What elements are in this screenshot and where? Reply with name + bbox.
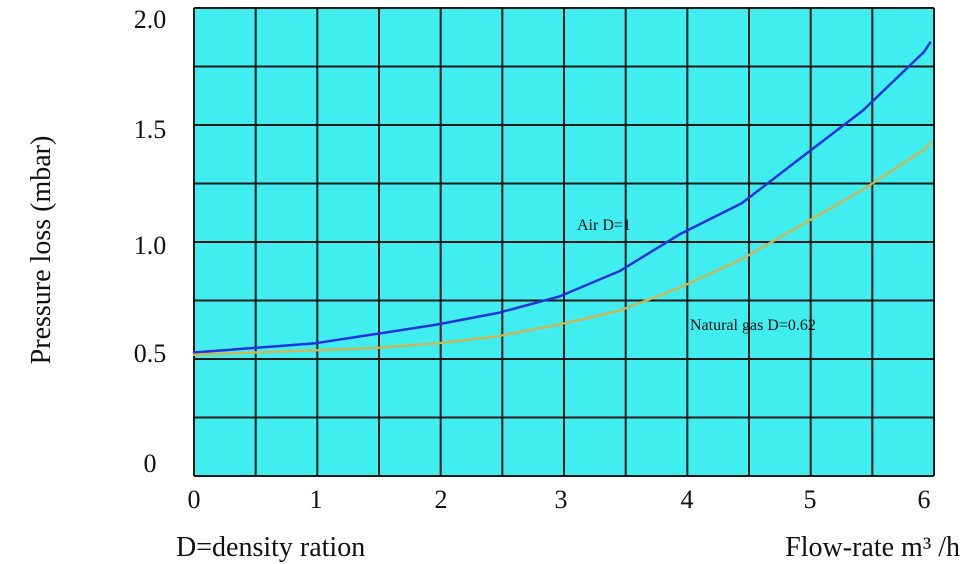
y-axis-label: Pressure loss (mbar) xyxy=(26,136,57,365)
y-tick-labels: 0 0.5 1.0 1.5 2.0 xyxy=(134,5,167,478)
series-lines xyxy=(192,41,932,357)
density-footnote: D=density ration xyxy=(176,532,365,563)
x-tick-label: 5 xyxy=(804,485,817,514)
grid xyxy=(193,7,935,477)
y-tick-label: 2.0 xyxy=(134,5,167,34)
x-tick-label: 3 xyxy=(555,485,568,514)
y-tick-label: 1.5 xyxy=(134,115,167,144)
annotation-natural-gas: Natural gas D=0.62 xyxy=(690,317,816,334)
y-tick-label: 1.0 xyxy=(134,231,167,260)
x-axis-label: Flow-rate m³ /h xyxy=(785,532,960,563)
x-tick-label: 0 xyxy=(188,485,201,514)
x-tick-label: 1 xyxy=(310,485,323,514)
x-tick-label: 6 xyxy=(918,485,931,514)
series-line-air xyxy=(192,41,932,354)
x-tick-label: 4 xyxy=(681,485,694,514)
y-tick-label: 0 xyxy=(144,449,157,478)
x-tick-label: 2 xyxy=(435,485,448,514)
annotation-air: Air D=1 xyxy=(577,217,631,234)
y-tick-label: 0.5 xyxy=(134,339,167,368)
series-line-natural-gas xyxy=(192,141,932,357)
x-tick-labels: 0 1 2 3 4 5 6 xyxy=(188,485,931,514)
